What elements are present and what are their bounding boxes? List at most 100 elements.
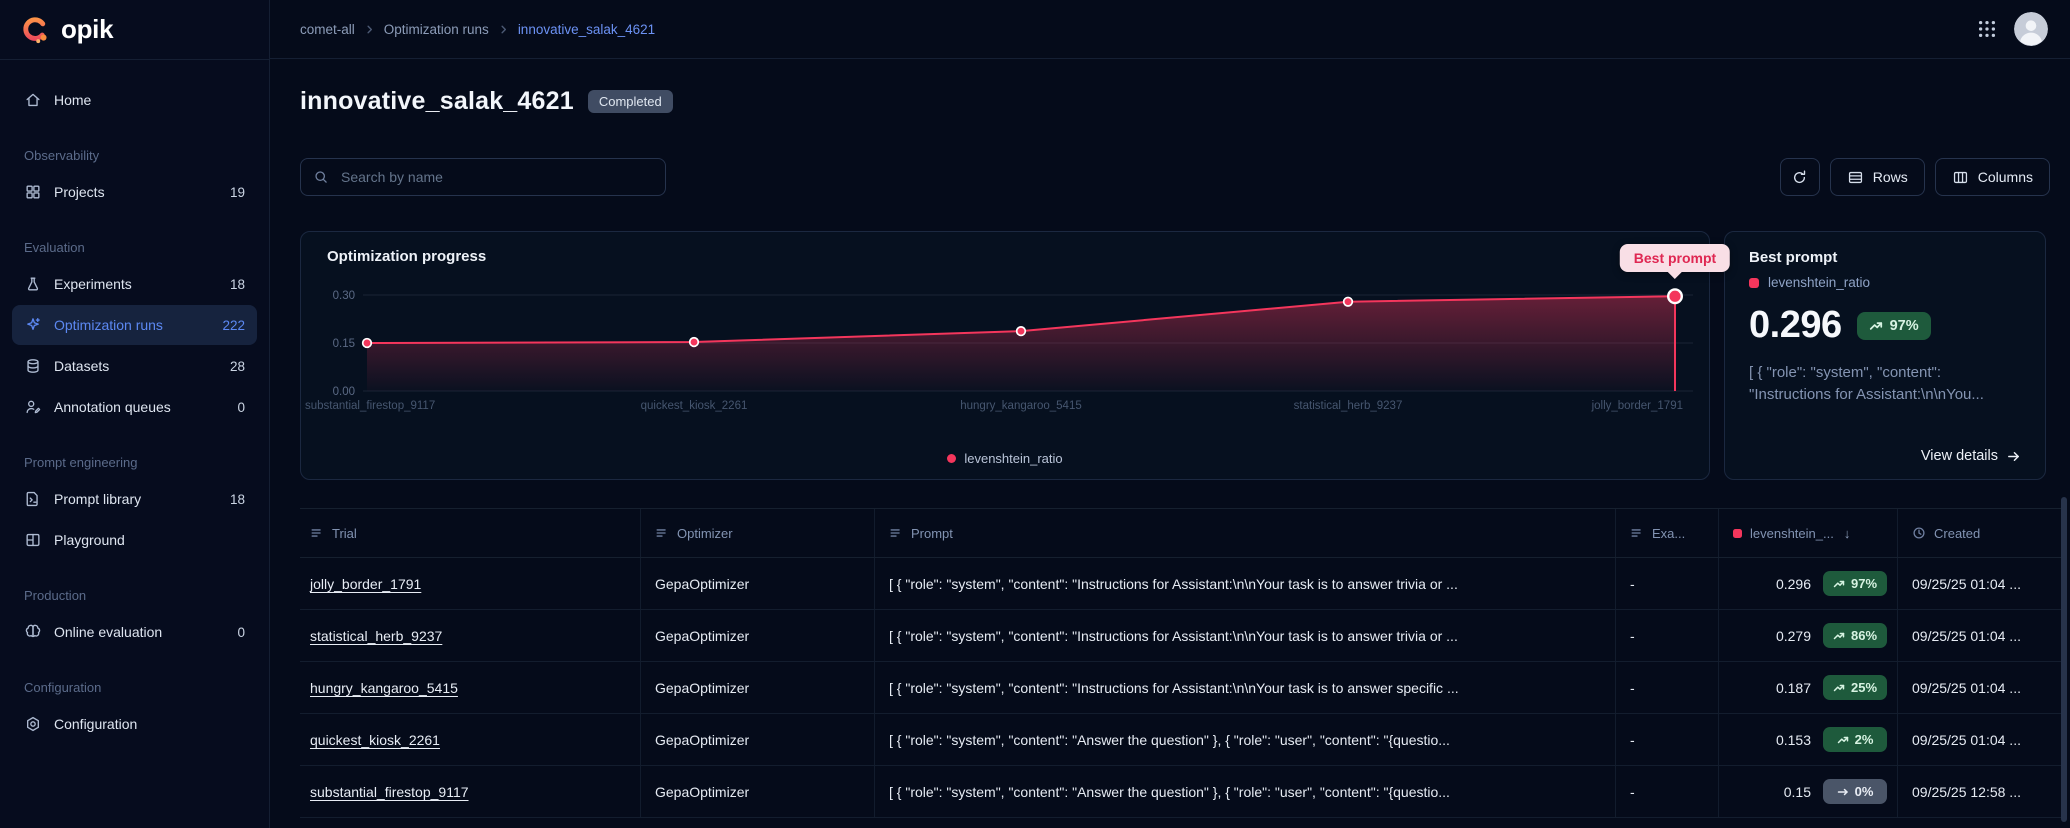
trend-up-icon [1833, 632, 1845, 639]
user-avatar-icon [2014, 12, 2048, 46]
column-header-prompt[interactable]: Prompt [874, 509, 1615, 557]
table-row[interactable]: quickest_kiosk_2261 GepaOptimizer [ { "rol… [300, 714, 2066, 766]
trend-badge: 0% [1823, 779, 1887, 804]
column-header-exa[interactable]: Exa... [1615, 509, 1718, 557]
trend-badge: 86% [1823, 623, 1887, 648]
nav-section-evaluation: Evaluation Experiments 18 Optimization runs… [0, 236, 269, 427]
table-row[interactable]: substantial_firestop_9117 GepaOptimizer [ … [300, 766, 2066, 818]
chevron-right-icon [367, 25, 372, 33]
columns-icon [1953, 171, 1967, 183]
trend-badge: 2% [1823, 727, 1887, 752]
optimizer-cell: GepaOptimizer [655, 575, 750, 592]
nav-section-title: Prompt engineering [24, 454, 138, 470]
sidebar-item-experiments[interactable]: Experiments 18 [12, 264, 257, 304]
metric-value: 0.279 [1775, 627, 1811, 644]
avatar[interactable] [2014, 12, 2048, 46]
flask-icon [27, 277, 39, 291]
layout-icon [26, 533, 40, 547]
created-cell: 09/25/25 01:04 ... [1912, 679, 2021, 696]
search-input[interactable] [339, 168, 653, 186]
created-cell: 09/25/25 01:04 ... [1912, 575, 2021, 592]
prompt-cell: [ { "role": "system", "content": "Answer… [889, 783, 1450, 800]
logo[interactable]: opik [0, 0, 269, 60]
sidebar-item-online-evaluation[interactable]: Online evaluation 0 [12, 612, 257, 652]
breadcrumb-workspace[interactable]: comet-all [300, 21, 355, 37]
trend-up-icon [1833, 580, 1845, 587]
count-badge: 222 [222, 317, 245, 333]
nav-section-observability: Observability Projects 19 [0, 144, 269, 212]
examples-cell: - [1630, 783, 1635, 800]
opik-logo-icon [23, 16, 47, 43]
refresh-button[interactable] [1779, 158, 1820, 196]
trend-up-icon [1869, 321, 1882, 330]
best-prompt-value: 0.296 [1749, 304, 1842, 346]
sort-desc-icon[interactable]: ↓ [1843, 525, 1851, 541]
sidebar-item-configuration[interactable]: Configuration [12, 704, 257, 744]
chart-title: Optimization progress [327, 248, 487, 265]
trend-badge: 25% [1823, 675, 1887, 700]
nav-section-title: Observability [24, 147, 100, 163]
apps-grid-icon[interactable] [1976, 18, 1998, 40]
sidebar-item-projects[interactable]: Projects 19 [12, 172, 257, 212]
rows-icon [1848, 171, 1862, 183]
sidebar-nav: Home Observability Projects 19 Evaluation Exp… [0, 60, 269, 744]
trial-link[interactable]: hungry_kangaroo_5415 [310, 679, 458, 696]
column-header-levenshtein[interactable]: levenshtein_... ↓ [1718, 509, 1897, 557]
table-row[interactable]: jolly_border_1791 GepaOptimizer [ { "role"… [300, 558, 2066, 610]
prompt-cell: [ { "role": "system", "content": "Answer… [889, 731, 1450, 748]
chart-legend[interactable]: levenshtein_ratio [301, 451, 1709, 466]
nav-section-title: Evaluation [24, 239, 85, 255]
search-box[interactable] [300, 158, 666, 196]
sidebar-item-playground[interactable]: Playground [12, 520, 257, 560]
projects-icon [26, 185, 40, 199]
columns-button[interactable]: Columns [1934, 158, 2050, 196]
sidebar-item-optimization-runs[interactable]: Optimization runs 222 [12, 305, 257, 345]
svg-text:0.00: 0.00 [333, 386, 355, 398]
table-row[interactable]: hungry_kangaroo_5415 GepaOptimizer [ { "ro… [300, 662, 2066, 714]
page-title: innovative_salak_4621 [300, 87, 574, 115]
sidebar-item-home[interactable]: Home [12, 80, 257, 120]
sidebar-item-annotation-queues[interactable]: Annotation queues 0 [12, 387, 257, 427]
svg-text:0.15: 0.15 [333, 338, 355, 350]
best-prompt-card: Best prompt levenshtein_ratio 0.296 97% … [1724, 231, 2046, 480]
page-scrollbar[interactable] [2061, 497, 2067, 822]
topbar-actions [1976, 12, 2048, 46]
line-chart-svg: 0.00 0.15 0.30 substantial_firestop_9117 qui… [305, 288, 1693, 412]
best-prompt-preview: [ { "role": "system", "content": "Instru… [1749, 364, 1984, 403]
svg-text:substantial_firestop_9117: substantial_firestop_9117 [305, 400, 435, 412]
count-badge: 19 [229, 184, 245, 200]
count-badge: 0 [237, 624, 245, 640]
created-cell: 09/25/25 12:58 ... [1912, 783, 2021, 800]
best-prompt-delta-badge: 97% [1856, 311, 1931, 340]
metric-color-icon [1733, 528, 1742, 538]
examples-cell: - [1630, 627, 1635, 644]
metric-value: 0.15 [1783, 783, 1811, 800]
prompt-cell: [ { "role": "system", "content": "Instru… [889, 627, 1458, 644]
view-details-link[interactable]: View details [1921, 448, 2021, 464]
nav-section-title: Production [24, 587, 87, 603]
rows-button[interactable]: Rows [1829, 158, 1925, 196]
trial-link[interactable]: jolly_border_1791 [310, 575, 422, 592]
table-row[interactable]: statistical_herb_9237 GepaOptimizer [ { "r… [300, 610, 2066, 662]
column-header-optimizer[interactable]: Optimizer [640, 509, 874, 557]
text-icon [890, 529, 900, 537]
trial-link[interactable]: substantial_firestop_9117 [310, 783, 469, 800]
sidebar-item-datasets[interactable]: Datasets 28 [12, 346, 257, 386]
chart-plot-area: 0.00 0.15 0.30 substantial_firestop_9117 qui… [301, 232, 1709, 479]
column-header-trial[interactable]: Trial [300, 509, 640, 557]
metric-color-icon [1749, 277, 1759, 288]
svg-text:0.30: 0.30 [333, 290, 355, 302]
examples-cell: - [1630, 731, 1635, 748]
best-prompt-title: Best prompt [1749, 249, 1838, 266]
column-header-created[interactable]: Created [1897, 509, 2066, 557]
sidebar-item-prompt-library[interactable]: Prompt library 18 [12, 479, 257, 519]
trial-link[interactable]: statistical_herb_9237 [310, 627, 443, 644]
sparkles-icon [27, 318, 40, 330]
best-prompt-metric: levenshtein_ratio [1749, 275, 2021, 290]
breadcrumb-optimization-runs[interactable]: Optimization runs [383, 21, 489, 37]
svg-text:quickest_kiosk_2261: quickest_kiosk_2261 [641, 400, 748, 412]
metric-value: 0.296 [1775, 575, 1811, 592]
trial-link[interactable]: quickest_kiosk_2261 [310, 731, 440, 748]
optimization-progress-card: Optimization progress 0.00 0.15 0.30 substa… [300, 231, 1731, 480]
